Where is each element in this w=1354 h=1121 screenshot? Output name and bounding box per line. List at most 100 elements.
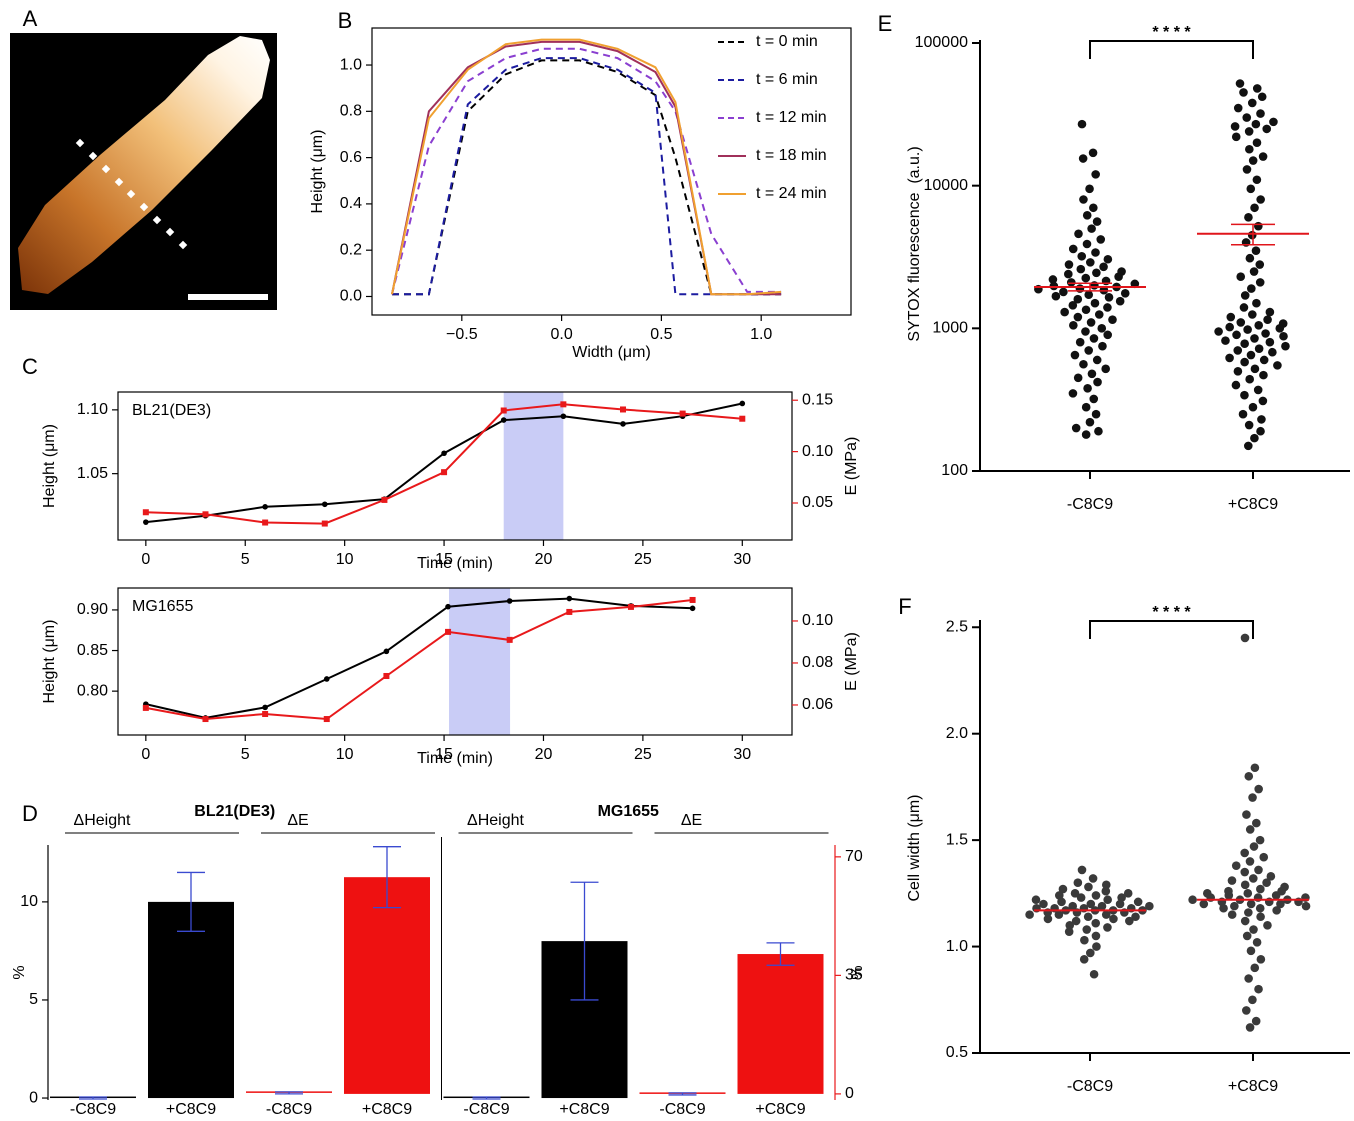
data-point [1079, 359, 1088, 369]
axis-label: E (MPa) [843, 437, 860, 496]
plot-frame [117, 391, 793, 541]
data-point [1103, 923, 1112, 932]
scale-bar [188, 294, 268, 300]
data-point [1244, 441, 1253, 451]
data-point [1258, 152, 1268, 161]
marker [500, 407, 507, 414]
data-point [1133, 897, 1143, 907]
y-tick-label: 10 [20, 893, 38, 910]
error-bar [1068, 282, 1112, 292]
data-point [1242, 165, 1252, 174]
data-point [1073, 878, 1083, 888]
legend-label: t = 12 min [756, 109, 827, 126]
data-point [1256, 955, 1266, 964]
marker [202, 716, 209, 723]
data-point [1258, 396, 1268, 406]
data-point [1090, 298, 1100, 308]
x-tick-label: 0 [141, 551, 150, 568]
marker [689, 605, 696, 612]
data-point [1120, 289, 1130, 298]
data-point [1094, 310, 1104, 319]
data-point [1091, 248, 1100, 257]
axis-label: (a.u.) [906, 146, 923, 183]
data-point [1255, 278, 1265, 287]
data-point [1243, 889, 1253, 898]
data-point [1248, 874, 1258, 883]
y-tick-label: 0.2 [340, 241, 362, 258]
y-tick-label: 1.0 [946, 938, 968, 955]
data-point [1108, 315, 1117, 324]
x-tick-label: 30 [733, 746, 751, 763]
marker [323, 716, 330, 723]
data-point [1073, 294, 1083, 304]
data-point [1079, 195, 1088, 204]
data-point [1301, 901, 1311, 911]
data-point [1039, 899, 1048, 909]
data-point [1236, 318, 1246, 327]
data-point [1255, 903, 1265, 913]
data-point [1219, 903, 1228, 913]
data-point [1225, 322, 1234, 332]
data-point [1083, 912, 1093, 922]
data-point [1244, 213, 1253, 222]
data-point [1276, 899, 1285, 909]
afm-image [10, 33, 277, 310]
data-point [1043, 914, 1053, 924]
y-tick-label: 1.0 [340, 56, 362, 73]
data-point [1273, 361, 1282, 370]
data-point [1077, 119, 1087, 129]
x-tick-label: +C8C9 [755, 1101, 805, 1118]
axis-label: Width (μm) [572, 344, 651, 361]
data-point [1240, 390, 1249, 400]
x-tick-label: +C8C9 [1228, 496, 1278, 513]
data-point [1091, 170, 1100, 179]
data-point [1103, 303, 1112, 312]
data-point [1145, 901, 1154, 911]
data-point [1249, 842, 1259, 851]
error-bar [373, 846, 401, 909]
annotation: MG1655 [132, 598, 193, 615]
data-point [1103, 330, 1112, 340]
data-point [1247, 230, 1257, 240]
annotation: BL21(DE3) [132, 402, 211, 419]
data-point [1081, 305, 1091, 315]
legend-label: t = 24 min [756, 185, 827, 202]
marker [143, 519, 149, 525]
panel-label: D [22, 801, 38, 826]
data-point [1240, 867, 1250, 877]
data-point [1245, 857, 1255, 866]
data-point [1099, 262, 1108, 272]
data-point [1252, 84, 1262, 93]
panel-label: B [338, 8, 353, 33]
data-point [1082, 210, 1092, 220]
data-point [1068, 301, 1078, 310]
data-point [1069, 321, 1078, 330]
data-point [1086, 899, 1096, 909]
marker [445, 628, 452, 635]
data-point [1089, 203, 1098, 213]
marker [620, 421, 626, 427]
data-point [1265, 307, 1275, 317]
marker [441, 469, 448, 476]
x-tick-label: −0.5 [446, 326, 478, 343]
data-point [1265, 337, 1275, 347]
data-point [1081, 327, 1090, 336]
cell [18, 36, 270, 294]
y-tick-label: 2.0 [946, 725, 968, 742]
data-point [1057, 897, 1066, 907]
error-bar [766, 942, 795, 966]
data-point [1266, 872, 1276, 881]
y-tick-label: 0.90 [77, 601, 108, 618]
data-point [1078, 154, 1088, 163]
data-point [1240, 291, 1250, 300]
data-point [1250, 203, 1259, 213]
legend-label: t = 6 min [756, 71, 818, 88]
group-title: BL21(DE3) [194, 803, 275, 820]
data-point [1064, 269, 1073, 279]
marker [560, 413, 567, 420]
x-tick-label: 20 [535, 746, 553, 763]
data-point [1255, 260, 1265, 269]
y-tick-label: 100000 [915, 34, 968, 51]
error-bar [275, 1091, 303, 1095]
axis-label: SYTOX fluorescence [906, 192, 923, 341]
